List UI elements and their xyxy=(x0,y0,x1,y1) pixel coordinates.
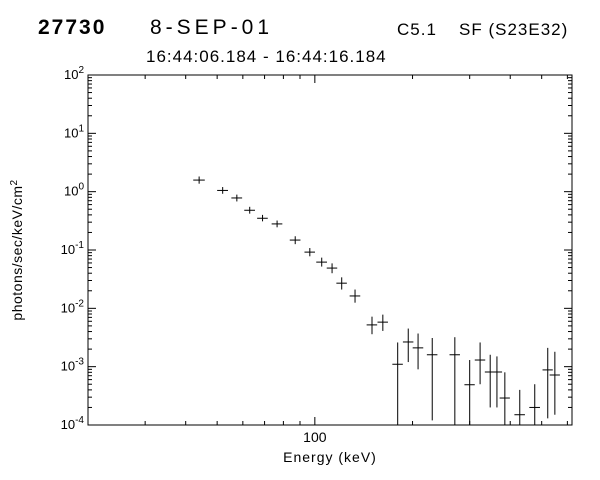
data-points xyxy=(193,176,560,425)
time-range: 16:44:06.184 - 16:44:16.184 xyxy=(146,47,387,66)
y-tick-label: 100 xyxy=(64,182,84,199)
y-tick-label: 10-4 xyxy=(61,415,85,432)
y-tick-label: 101 xyxy=(64,123,84,140)
y-tick-label: 10-3 xyxy=(61,357,85,374)
y-tick-label: 102 xyxy=(64,65,84,82)
goes-class: C5.1 xyxy=(397,20,437,39)
x-tick-label: 100 xyxy=(303,429,327,445)
y-axis-label: photons/sec/keV/cm2 xyxy=(9,179,25,320)
x-axis-label: Energy (keV) xyxy=(283,449,377,465)
event-id: 27730 xyxy=(38,16,107,39)
flare-info: SF (S23E32) xyxy=(459,20,569,39)
event-date: 8-SEP-01 xyxy=(150,16,274,39)
y-tick-label: 10-2 xyxy=(61,298,85,315)
y-tick-label: 10-1 xyxy=(61,240,85,257)
x-axis: 100 xyxy=(144,75,568,445)
y-axis: 102 101 100 10-1 10-2 10-3 10-4 xyxy=(61,65,572,432)
